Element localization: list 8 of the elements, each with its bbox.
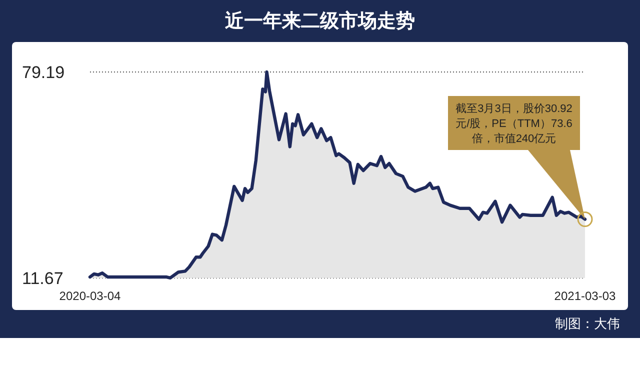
text: 制图：大伟 bbox=[555, 316, 620, 331]
x-tick-label: 2021-03-03 bbox=[554, 289, 616, 303]
y-tick-label: 79.19 bbox=[22, 63, 65, 82]
x-tick-label: 2020-03-04 bbox=[59, 289, 122, 303]
annotation: 截至3月3日，股价30.92元/股，PE（TTM）73.6倍，市值240亿元 bbox=[456, 102, 572, 145]
callout: 截至3月3日，股价30.92元/股，PE（TTM）73.6倍，市值240亿元 bbox=[448, 96, 593, 228]
chart-title: 近一年来二级市场走势 bbox=[224, 10, 415, 32]
y-tick-label: 11.67 bbox=[22, 269, 64, 288]
